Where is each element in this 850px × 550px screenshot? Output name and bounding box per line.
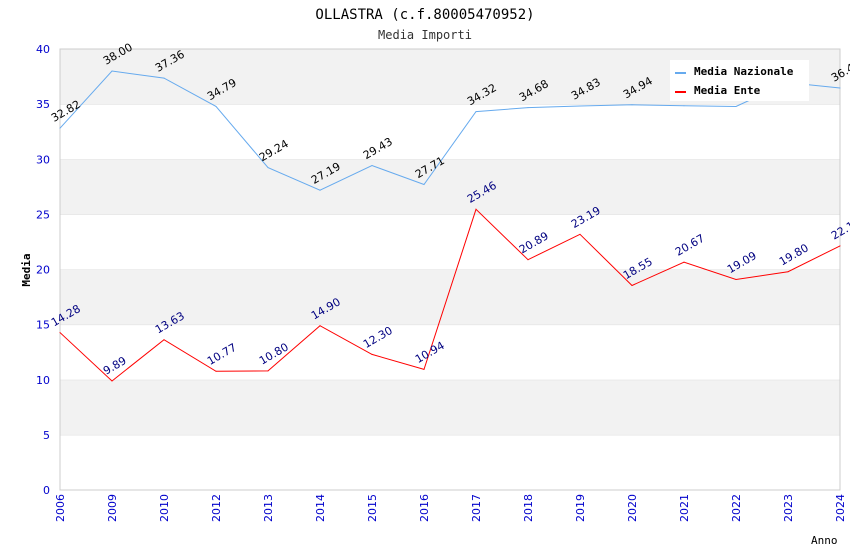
data-point <box>59 127 61 129</box>
grid-band <box>60 269 840 325</box>
x-tick-label: 2023 <box>782 494 795 522</box>
y-axis-label: Media <box>20 253 33 286</box>
data-point <box>631 284 633 286</box>
legend-label-ente: Media Ente <box>694 84 761 97</box>
grid-band <box>60 104 840 160</box>
y-tick-label: 0 <box>43 484 50 497</box>
grid-band <box>60 324 840 380</box>
data-point <box>839 87 841 89</box>
data-point <box>787 271 789 273</box>
x-tick-label: 2009 <box>106 494 119 522</box>
data-point <box>319 325 321 327</box>
x-tick-label: 2013 <box>262 494 275 522</box>
y-tick-label: 10 <box>36 374 50 387</box>
grid-band <box>60 379 840 435</box>
x-tick-label: 2020 <box>626 494 639 522</box>
grid-band <box>60 214 840 270</box>
y-tick-label: 20 <box>36 264 50 277</box>
data-point <box>111 380 113 382</box>
data-point <box>215 105 217 107</box>
data-point <box>111 70 113 72</box>
x-tick-label: 2018 <box>522 494 535 522</box>
legend-label-nazionale: Media Nazionale <box>694 65 794 78</box>
x-tick-label: 2022 <box>730 494 743 522</box>
x-tick-label: 2021 <box>678 494 691 522</box>
data-point <box>683 105 685 107</box>
x-tick-label: 2006 <box>54 494 67 522</box>
data-point <box>423 183 425 185</box>
y-tick-label: 30 <box>36 153 50 166</box>
data-point <box>371 165 373 167</box>
y-tick-label: 5 <box>43 429 50 442</box>
x-tick-label: 2019 <box>574 494 587 522</box>
data-point <box>215 370 217 372</box>
data-point <box>527 259 529 261</box>
x-tick-label: 2024 <box>834 494 847 522</box>
x-tick-label: 2015 <box>366 494 379 522</box>
grid-band <box>60 159 840 215</box>
data-point <box>683 261 685 263</box>
data-point <box>735 105 737 107</box>
data-point <box>579 233 581 235</box>
grid-band <box>60 434 840 490</box>
legend-box <box>670 60 809 101</box>
data-point <box>371 353 373 355</box>
chart-subtitle: Media Importi <box>378 28 472 42</box>
x-tick-label: 2016 <box>418 494 431 522</box>
data-point <box>631 104 633 106</box>
series-line-nazionale <box>59 70 841 191</box>
data-point <box>59 332 61 334</box>
x-tick-label: 2014 <box>314 494 327 522</box>
y-tick-label: 35 <box>36 98 50 111</box>
data-point <box>579 105 581 107</box>
data-point <box>267 167 269 169</box>
data-point <box>475 111 477 113</box>
x-axis-label: Anno <box>811 534 838 547</box>
data-point <box>527 107 529 109</box>
data-point <box>319 189 321 191</box>
plot-area-border <box>59 48 841 491</box>
data-point <box>423 368 425 370</box>
x-tick-label: 2012 <box>210 494 223 522</box>
data-point <box>735 279 737 281</box>
data-point <box>267 370 269 372</box>
data-point <box>839 245 841 247</box>
data-point <box>163 77 165 79</box>
data-point <box>475 208 477 210</box>
y-tick-label: 40 <box>36 43 50 56</box>
legend: Media Nazionale Media Ente <box>670 60 809 101</box>
y-tick-label: 15 <box>36 319 50 332</box>
series-line-ente <box>59 208 841 382</box>
data-point <box>163 339 165 341</box>
y-tick-label: 25 <box>36 208 50 221</box>
x-tick-label: 2017 <box>470 494 483 522</box>
chart-title: OLLASTRA (c.f.80005470952) <box>315 7 534 23</box>
x-tick-label: 2010 <box>158 494 171 522</box>
